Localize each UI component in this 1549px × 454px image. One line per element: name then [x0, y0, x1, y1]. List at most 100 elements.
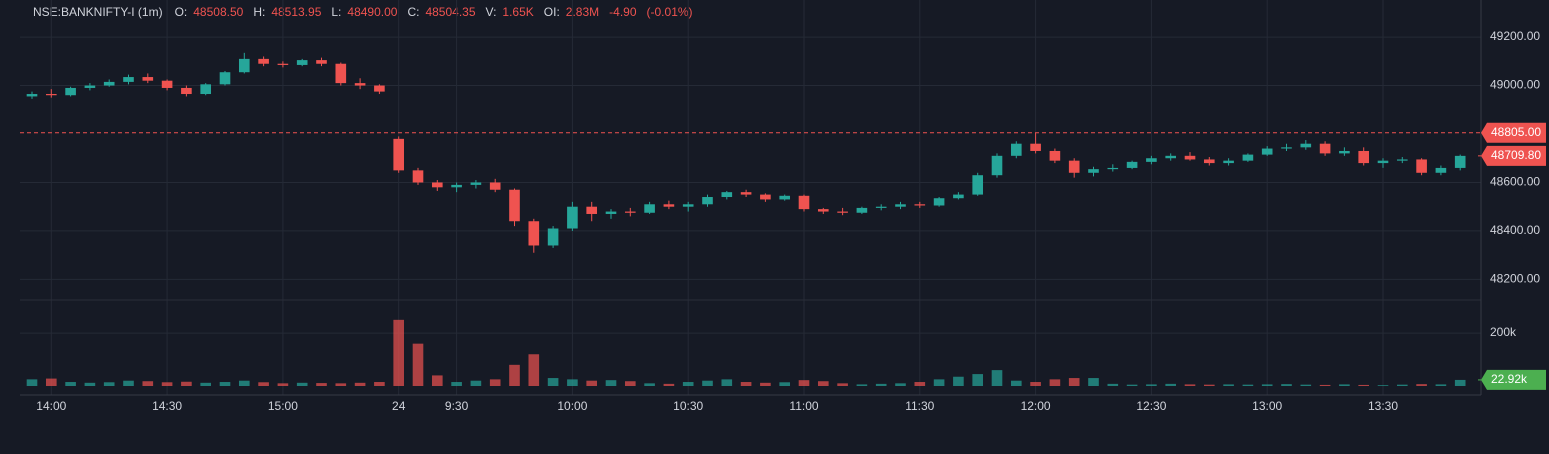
- candle-body: [489, 182, 501, 190]
- volume-bar: [1049, 379, 1061, 386]
- candle-body: [875, 206, 887, 208]
- volume-bar: [875, 383, 887, 386]
- candle-body: [123, 77, 134, 82]
- candle-body: [142, 77, 154, 81]
- volume-bar: [335, 383, 347, 386]
- candle-body: [605, 211, 617, 214]
- volume-bar: [914, 382, 926, 386]
- volume-bar: [1068, 378, 1080, 386]
- symbol: NSE:BANKNIFTY-I (1m): [33, 5, 163, 19]
- volume-bar: [644, 383, 655, 386]
- volume-bar: [65, 382, 76, 386]
- volume-bar: [817, 381, 829, 386]
- volume-bar: [1358, 384, 1370, 386]
- x-tick-label: 10:30: [673, 399, 703, 413]
- volume-bar: [1261, 384, 1273, 386]
- volume-bar: [84, 382, 96, 386]
- volume-bar: [856, 384, 868, 386]
- volume-bar: [760, 382, 771, 386]
- candle-body: [1416, 159, 1427, 173]
- candle-body: [1319, 143, 1331, 154]
- candle-body: [1049, 150, 1061, 161]
- volume-bar: [451, 382, 462, 386]
- field-label: V:: [485, 5, 497, 19]
- volume-bar: [721, 379, 733, 386]
- volume-bar: [586, 380, 598, 386]
- volume-bar: [1107, 383, 1119, 386]
- candle-body: [354, 83, 366, 86]
- volume-bar: [1146, 384, 1157, 386]
- last-price-label-box: [1481, 145, 1546, 166]
- candle-body: [1339, 150, 1350, 154]
- volume-bar: [509, 364, 520, 386]
- volume-bar: [779, 382, 791, 386]
- candle-body: [335, 63, 347, 84]
- candle-body: [1030, 143, 1041, 151]
- change: -4.90: [609, 5, 637, 19]
- volume-bar: [1396, 384, 1408, 386]
- volume-bar: [1281, 384, 1292, 386]
- candle-body: [1435, 167, 1447, 173]
- price-line-label-box: [1481, 122, 1546, 143]
- volume-bar: [238, 380, 250, 386]
- change-pct: (-0.01%): [646, 5, 693, 19]
- volume-bar: [1126, 384, 1138, 386]
- volume-bar: [1339, 384, 1350, 386]
- volume-bar: [316, 383, 327, 386]
- candle-body: [991, 155, 1003, 176]
- candle-body: [451, 184, 462, 188]
- candle-body: [721, 192, 733, 198]
- volume-bar: [181, 381, 192, 386]
- volume-bar: [393, 319, 405, 386]
- candle-body: [1358, 150, 1370, 164]
- field-label: L:: [331, 5, 342, 19]
- volume-bar: [528, 354, 540, 386]
- volume-bar: [1454, 379, 1466, 386]
- volume-bar: [1030, 382, 1041, 386]
- x-tick-label: 14:30: [152, 399, 182, 413]
- field-value: 48504.35: [425, 5, 476, 19]
- candle-body: [914, 204, 926, 206]
- y-tick-label: 48200.00: [1490, 272, 1540, 286]
- volume-bar: [45, 378, 57, 386]
- volume-bar: [219, 382, 231, 386]
- candle-body: [933, 198, 945, 206]
- candle-body: [1203, 159, 1215, 164]
- candle-body: [258, 58, 269, 64]
- volume-bar: [200, 382, 212, 386]
- candle-body: [528, 221, 540, 246]
- field-label: H:: [253, 5, 266, 19]
- y-tick-label: 49200.00: [1490, 29, 1540, 43]
- candle-body: [760, 194, 771, 200]
- volume-bar: [412, 343, 424, 386]
- field-label: O:: [174, 5, 188, 19]
- x-tick-label: 12:30: [1136, 399, 1166, 413]
- x-tick-label: 12:00: [1021, 399, 1051, 413]
- candle-body: [953, 194, 964, 199]
- last-price-label: 48709.80: [1491, 148, 1541, 162]
- volume-bar: [489, 379, 501, 386]
- candle-body: [547, 228, 559, 246]
- price-line-label: 48805.00: [1491, 125, 1541, 139]
- candle-body: [798, 195, 810, 210]
- x-tick-label: 10:00: [557, 399, 587, 413]
- volume-bar: [547, 378, 559, 386]
- volume-bar: [1203, 384, 1215, 386]
- header: NSE:BANKNIFTY-I (1m) O: 48508.50 H: 48513.9…: [33, 5, 697, 19]
- candle-body: [1088, 169, 1099, 173]
- y-tick-label: 49000.00: [1490, 78, 1540, 92]
- x-tick-label: 15:00: [268, 399, 298, 413]
- candle-body: [1281, 147, 1292, 149]
- candle-body: [393, 138, 405, 171]
- candle-body: [277, 63, 289, 65]
- volume-tick-label: 200k: [1490, 325, 1517, 339]
- y-tick-label: 48400.00: [1490, 223, 1540, 237]
- candle-body: [181, 87, 192, 95]
- candle-body: [624, 211, 636, 213]
- candle-body: [316, 60, 327, 64]
- x-tick-label: 9:30: [445, 399, 469, 413]
- volume-bar: [431, 375, 443, 386]
- volume-bar: [605, 380, 617, 386]
